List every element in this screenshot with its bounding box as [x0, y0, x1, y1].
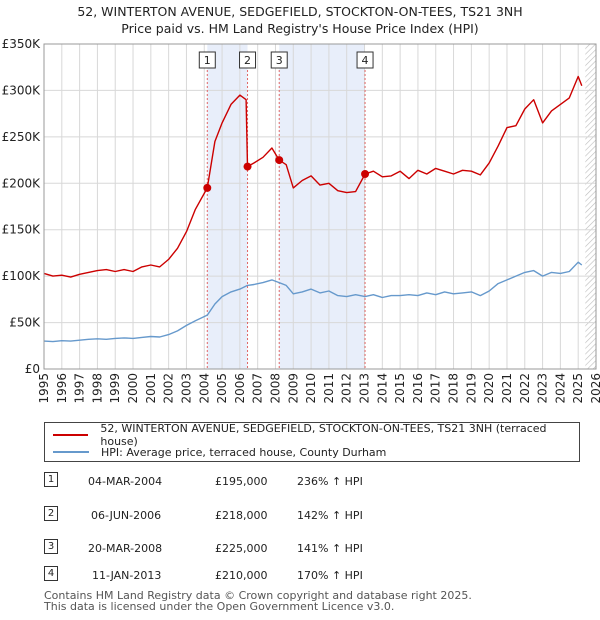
legend-item-property: 52, WINTERTON AVENUE, SEDGEFIELD, STOCKT… — [53, 422, 579, 448]
sale-price: £210,000 — [215, 569, 268, 582]
x-tick-label: 2015 — [393, 373, 407, 404]
x-tick-label: 2002 — [162, 373, 176, 404]
sale-price: £225,000 — [215, 542, 268, 555]
sale-number-box: 4 — [44, 566, 58, 581]
sale-number-box — [239, 51, 257, 69]
sale-point — [361, 170, 370, 178]
legend-item-hpi: HPI: Average price, terraced house, Coun… — [53, 444, 386, 460]
x-tick-label: 2009 — [286, 373, 300, 404]
hpi-line — [43, 261, 583, 343]
sale-number-box: 2 — [44, 506, 58, 521]
sale-price: £195,000 — [215, 475, 268, 488]
chart-legend: 52, WINTERTON AVENUE, SEDGEFIELD, STOCKT… — [44, 422, 580, 462]
x-tick-label: 2001 — [144, 373, 158, 404]
y-tick-label: £0 — [25, 362, 40, 376]
plot-frame — [43, 43, 597, 370]
x-tick-label: 2020 — [482, 373, 496, 404]
x-tick-label: 2005 — [215, 373, 229, 404]
x-tick-label: 2017 — [429, 373, 443, 404]
sale-row: 3 20-MAR-2008 £225,000 141% ↑ HPI — [0, 539, 600, 559]
sale-point — [203, 183, 212, 192]
x-tick-label: 1997 — [73, 373, 87, 404]
chart-title-line2: Price paid vs. HM Land Registry's House … — [121, 21, 479, 36]
x-tick-label: 1998 — [90, 373, 104, 404]
y-tick-label: £300K — [2, 83, 42, 97]
x-tick-label: 2014 — [375, 373, 389, 404]
sale-date: 04-MAR-2004 — [88, 475, 163, 488]
sale-number-box: 1 — [44, 472, 58, 487]
legend-swatch-hpi — [53, 451, 89, 453]
legend-label-hpi: HPI: Average price, terraced house, Coun… — [101, 445, 387, 459]
y-tick-label: £200K — [2, 176, 42, 190]
x-tick-label: 2003 — [179, 373, 193, 404]
sale-date: 11-JAN-2013 — [92, 569, 162, 582]
x-tick-label: 2024 — [553, 373, 567, 404]
x-tick-label: 2013 — [358, 373, 372, 404]
y-tick-label: £350K — [2, 37, 42, 51]
sale-row: 4 11-JAN-2013 £210,000 170% ↑ HPI — [0, 566, 600, 586]
x-tick-label: 2000 — [126, 373, 140, 404]
sale-hpi-change: 142% ↑ HPI — [297, 509, 363, 522]
x-tick-label: 2019 — [464, 373, 478, 404]
chart-title-line1: 52, WINTERTON AVENUE, SEDGEFIELD, STOCKT… — [77, 4, 523, 19]
sale-hpi-change: 170% ↑ HPI — [297, 569, 363, 582]
x-tick-label: 2026 — [589, 373, 600, 404]
x-tick-label: 2012 — [340, 373, 354, 404]
price-chart: 1 2 3 4 £0 £50K £100K £150K £200K £250K £300K £350K… — [2, 37, 600, 404]
x-tick-label: 2025 — [571, 373, 585, 404]
x-tick-label: 2023 — [536, 373, 550, 404]
footer-copyright: Contains HM Land Registry data © Crown c… — [44, 589, 472, 602]
sale-point — [243, 162, 252, 171]
x-tick-label: 2004 — [197, 373, 211, 404]
y-tick-label: £100K — [2, 269, 42, 283]
x-tick-label: 1995 — [37, 373, 51, 404]
sale-number-box — [198, 51, 216, 69]
legend-label-property: 52, WINTERTON AVENUE, SEDGEFIELD, STOCKT… — [100, 422, 547, 448]
sale-number-label: 4 — [362, 54, 369, 67]
x-tick-label: 2008 — [268, 373, 282, 404]
x-tick-label: 1999 — [108, 373, 122, 404]
x-tick-label: 2006 — [233, 373, 247, 404]
x-tick-label: 1996 — [55, 373, 69, 404]
sale-point — [275, 156, 284, 165]
sale-row: 1 04-MAR-2004 £195,000 236% ↑ HPI — [0, 472, 600, 492]
legend-swatch-property — [53, 434, 89, 436]
x-tick-label: 2010 — [304, 373, 318, 404]
sale-date: 20-MAR-2008 — [88, 542, 163, 555]
sale-number-box: 3 — [44, 539, 58, 554]
sale-row: 2 06-JUN-2006 £218,000 142% ↑ HPI — [0, 506, 600, 526]
footer-licence: This data is licensed under the Open Gov… — [44, 600, 395, 613]
sale-price: £218,000 — [215, 509, 268, 522]
shaded-range — [279, 44, 366, 369]
sale-date: 06-JUN-2006 — [91, 509, 162, 522]
sale-hpi-change: 141% ↑ HPI — [297, 542, 363, 555]
sale-number-box — [356, 51, 374, 69]
x-tick-label: 2016 — [411, 373, 425, 404]
x-tick-label: 2011 — [322, 373, 336, 404]
sale-hpi-change: 236% ↑ HPI — [297, 475, 363, 488]
x-tick-label: 2007 — [251, 373, 265, 404]
future-hatch — [585, 44, 596, 369]
y-tick-label: £250K — [2, 130, 42, 144]
x-tick-label: 2022 — [518, 373, 532, 404]
sale-number-label: 1 — [204, 54, 211, 67]
sale-number-label: 2 — [244, 54, 251, 67]
sale-number-label: 3 — [276, 54, 283, 67]
sale-number-box — [270, 51, 288, 69]
x-tick-label: 2018 — [447, 373, 461, 404]
y-tick-label: £150K — [2, 223, 42, 237]
x-tick-label: 2021 — [500, 373, 514, 404]
shaded-range — [207, 44, 248, 369]
y-tick-label: £50K — [9, 316, 41, 330]
property-price-line — [43, 75, 583, 278]
